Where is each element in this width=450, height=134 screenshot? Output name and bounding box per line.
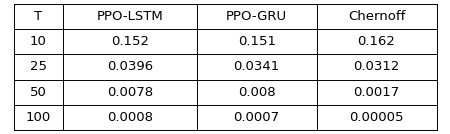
Text: 0.151: 0.151 bbox=[238, 35, 276, 48]
Text: 0.0312: 0.0312 bbox=[353, 60, 400, 74]
Text: Chernoff: Chernoff bbox=[348, 10, 405, 23]
Text: T: T bbox=[34, 10, 42, 23]
Text: 0.0007: 0.0007 bbox=[234, 111, 280, 124]
Text: 0.152: 0.152 bbox=[111, 35, 149, 48]
Text: 0.00005: 0.00005 bbox=[349, 111, 404, 124]
Text: 0.0078: 0.0078 bbox=[107, 86, 153, 99]
Text: 50: 50 bbox=[30, 86, 47, 99]
Text: 0.008: 0.008 bbox=[238, 86, 275, 99]
Text: 25: 25 bbox=[30, 60, 47, 74]
Text: 0.162: 0.162 bbox=[358, 35, 396, 48]
Text: 0.0396: 0.0396 bbox=[107, 60, 153, 74]
Text: PPO-LSTM: PPO-LSTM bbox=[97, 10, 163, 23]
Text: PPO-GRU: PPO-GRU bbox=[226, 10, 287, 23]
Text: 0.0008: 0.0008 bbox=[107, 111, 153, 124]
Text: 10: 10 bbox=[30, 35, 47, 48]
Text: 0.0017: 0.0017 bbox=[353, 86, 400, 99]
Text: 100: 100 bbox=[26, 111, 51, 124]
Text: 0.0341: 0.0341 bbox=[234, 60, 280, 74]
